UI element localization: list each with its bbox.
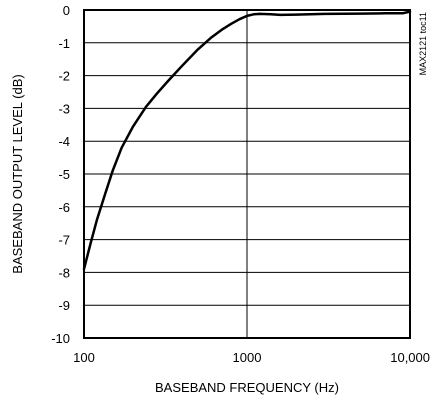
y-tick-label-0: 0 [63, 3, 70, 18]
y-tick-label-10: -10 [51, 331, 70, 346]
y-tick-label-7: -7 [58, 233, 70, 248]
x-axis-title: BASEBAND FREQUENCY (Hz) [155, 380, 339, 395]
x-tick-label-2: 10,000 [390, 350, 430, 365]
figure-code: MAX2121 toc11 [418, 12, 428, 75]
y-tick-label-6: -6 [58, 200, 70, 215]
x-tick-label-0: 100 [73, 350, 95, 365]
y-tick-label-4: -4 [58, 134, 70, 149]
y-tick-label-9: -9 [58, 298, 70, 313]
y-tick-labels: 0 -1 -2 -3 -4 -5 -6 -7 -8 -9 -10 [51, 3, 70, 346]
plot-frame [83, 9, 411, 339]
x-tick-label-1: 1000 [233, 350, 262, 365]
y-tick-label-5: -5 [58, 167, 70, 182]
grid [84, 10, 410, 338]
x-tick-labels: 100 1000 10,000 [73, 350, 430, 365]
y-tick-label-1: -1 [58, 36, 70, 51]
series-line [82, 10, 412, 271]
y-tick-label-3: -3 [58, 101, 70, 116]
y-axis-title: BASEBAND OUTPUT LEVEL (dB) [10, 74, 25, 273]
y-tick-label-8: -8 [58, 265, 70, 280]
y-tick-label-2: -2 [58, 69, 70, 84]
